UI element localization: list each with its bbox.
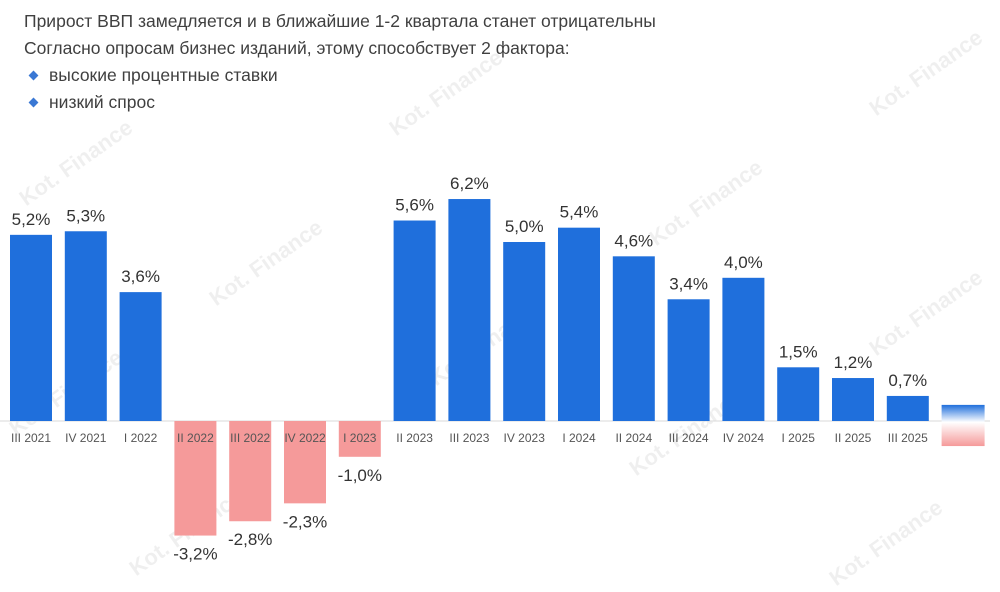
data-label: 5,4% bbox=[560, 203, 599, 222]
x-tick-label: I 2025 bbox=[782, 431, 816, 445]
data-label: 3,6% bbox=[121, 267, 160, 286]
header: Прирост ВВП замедляется и в ближайшие 1-… bbox=[24, 8, 656, 116]
data-label: -1,0% bbox=[338, 466, 382, 485]
x-tick-label: IV 2023 bbox=[504, 431, 546, 445]
bar bbox=[612, 256, 655, 421]
bar bbox=[558, 227, 600, 421]
bar bbox=[503, 242, 546, 421]
subtitle: Согласно опросам бизнес изданий, этому с… bbox=[24, 38, 570, 58]
bar bbox=[722, 277, 765, 421]
bullet-item: высокие процентные ставки bbox=[24, 62, 656, 89]
x-tick-label: IV 2021 bbox=[65, 431, 107, 445]
bar bbox=[886, 395, 929, 421]
data-label: 5,2% bbox=[12, 210, 51, 229]
x-tick-label: II 2024 bbox=[615, 431, 652, 445]
data-label: 1,5% bbox=[779, 342, 818, 361]
data-label: 4,0% bbox=[724, 253, 763, 272]
x-tick-label: II 2023 bbox=[396, 431, 433, 445]
bar bbox=[393, 220, 436, 421]
x-tick-label: I 2023 bbox=[343, 431, 377, 445]
bar bbox=[119, 292, 162, 421]
bullet-item: низкий спрос bbox=[24, 89, 656, 116]
data-label: -2,8% bbox=[228, 530, 272, 549]
bar bbox=[10, 234, 52, 421]
x-tick-label: I 2024 bbox=[562, 431, 596, 445]
data-label: 6,2% bbox=[450, 174, 489, 193]
title: Прирост ВВП замедляется и в ближайшие 1-… bbox=[24, 11, 656, 31]
data-label: 3,4% bbox=[669, 274, 708, 293]
x-tick-label: III 2024 bbox=[669, 431, 709, 445]
data-label: -2,3% bbox=[283, 512, 327, 531]
x-tick-label: III 2023 bbox=[449, 431, 489, 445]
data-label: 0,7% bbox=[888, 371, 927, 390]
x-tick-label: II 2022 bbox=[177, 431, 214, 445]
bar bbox=[174, 421, 217, 536]
x-tick-label: IV 2022 bbox=[284, 431, 326, 445]
x-tick-label: III 2022 bbox=[230, 431, 270, 445]
bar bbox=[667, 299, 710, 421]
forecast-bar bbox=[941, 404, 985, 447]
bar bbox=[448, 199, 491, 421]
data-label: -3,2% bbox=[173, 545, 217, 564]
bar bbox=[832, 378, 874, 421]
bar bbox=[777, 367, 820, 421]
data-label: 4,6% bbox=[614, 231, 653, 250]
data-label: 1,2% bbox=[834, 353, 873, 372]
bar bbox=[229, 421, 272, 522]
x-tick-label: II 2025 bbox=[835, 431, 872, 445]
data-label: 5,3% bbox=[66, 206, 105, 225]
bar bbox=[338, 421, 381, 457]
x-tick-label: III 2021 bbox=[11, 431, 51, 445]
bar bbox=[284, 421, 326, 504]
bar bbox=[64, 231, 107, 421]
x-tick-label: I 2022 bbox=[124, 431, 158, 445]
bar-chart: 5,2% III 2021 5,3% IV 2021 3,6% I 2022 -3,2% II… bbox=[0, 174, 990, 564]
x-tick-label: IV 2024 bbox=[723, 431, 765, 445]
data-label: 5,6% bbox=[395, 196, 434, 215]
data-label: 5,0% bbox=[505, 217, 544, 236]
x-tick-label: III 2025 bbox=[888, 431, 928, 445]
